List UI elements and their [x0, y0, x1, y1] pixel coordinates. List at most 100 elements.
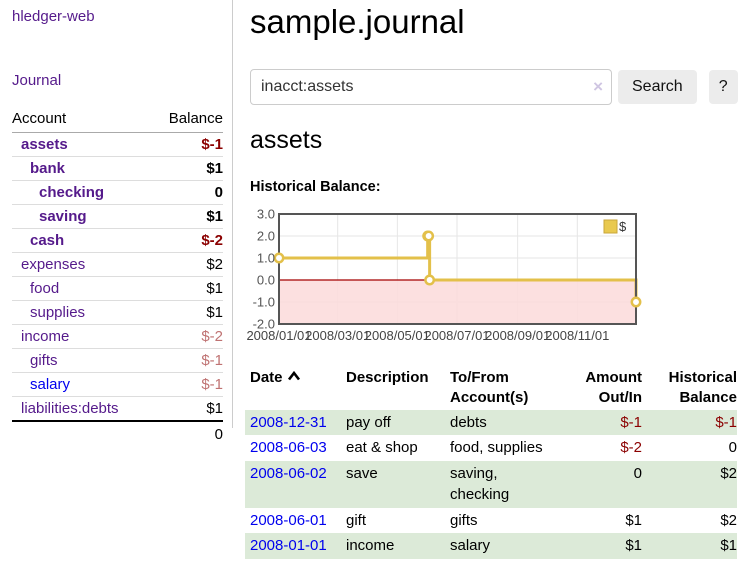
register-row: 2008-12-31 pay off debts $-1 $-1: [245, 409, 737, 436]
register-header-date[interactable]: Date: [245, 366, 346, 410]
svg-text:$: $: [619, 219, 627, 234]
account-row: income $-2: [12, 324, 223, 349]
transaction-amount: 0: [633, 464, 642, 482]
search-form: × Search ?: [250, 68, 742, 105]
transaction-balance: 0: [728, 439, 737, 457]
accounts-total-balance: 0: [151, 420, 223, 446]
search-button[interactable]: Search: [618, 69, 697, 104]
accounts-header-account: Account: [12, 106, 152, 133]
sort-ascending-icon: [287, 370, 300, 381]
transaction-accounts: saving, checking: [450, 464, 510, 504]
account-link[interactable]: income: [21, 328, 70, 345]
search-input[interactable]: [250, 68, 612, 105]
account-link[interactable]: salary: [30, 376, 71, 393]
account-row: expenses $2: [12, 252, 223, 277]
account-row: saving $1: [12, 204, 223, 229]
main-content: sample.journal × Search ? assets Histori…: [245, 0, 742, 559]
account-balance: $1: [151, 276, 223, 301]
account-link[interactable]: supplies: [30, 304, 86, 321]
svg-text:2008/07/01: 2008/07/01: [424, 328, 489, 343]
transaction-date-link[interactable]: 2008-06-01: [250, 511, 327, 529]
accounts-total-row: 0: [12, 420, 223, 446]
account-link[interactable]: gifts: [30, 352, 58, 369]
register-header-description: Description: [346, 368, 429, 386]
account-balance: $-2: [151, 228, 223, 253]
account-row: gifts $-1: [12, 348, 223, 373]
account-row: food $1: [12, 276, 223, 301]
account-link[interactable]: cash: [30, 232, 65, 249]
account-row: checking 0: [12, 180, 223, 205]
register-header-balance: Historical Balance: [668, 368, 737, 406]
register-row: 2008-06-03 eat & shop food, supplies $-2 0: [245, 435, 737, 461]
register-table: Date Description To/From Account(s) Amou…: [245, 366, 737, 559]
account-balance: $-1: [151, 372, 223, 397]
transaction-date-link[interactable]: 2008-06-03: [250, 439, 327, 457]
transaction-accounts: salary: [450, 537, 491, 555]
account-link[interactable]: assets: [21, 136, 68, 153]
transaction-date-link[interactable]: 2008-06-02: [250, 464, 327, 482]
account-row: cash $-2: [12, 228, 223, 253]
svg-text:-2.0: -2.0: [253, 316, 275, 331]
svg-text:1.0: 1.0: [257, 250, 275, 265]
svg-text:2008/11/01: 2008/11/01: [545, 328, 609, 343]
svg-text:3.0: 3.0: [257, 208, 275, 222]
account-balance: $-2: [151, 324, 223, 349]
account-link[interactable]: expenses: [21, 256, 86, 273]
transaction-date-link[interactable]: 2008-12-31: [250, 413, 327, 431]
account-balance: $1: [151, 396, 223, 422]
transaction-accounts: debts: [450, 413, 487, 431]
register-row: 2008-06-02 save saving, checking 0 $2: [245, 460, 737, 508]
historical-balance-chart: $3.0 2.0 1.0 0.0 -1.0 -2.0 2008/01/01 2008/03/0…: [241, 206, 653, 348]
app-brand-link[interactable]: hledger-web: [12, 8, 95, 25]
account-link[interactable]: saving: [39, 208, 87, 225]
accounts-table-header: Account Balance: [12, 106, 223, 133]
account-link[interactable]: bank: [30, 160, 66, 177]
account-page-title: assets: [250, 125, 323, 154]
accounts-header-balance: Balance: [151, 106, 223, 133]
account-link[interactable]: checking: [39, 184, 105, 201]
search-input-wrap: ×: [250, 68, 612, 105]
svg-text:2008/05/01: 2008/05/01: [365, 328, 430, 343]
sidebar-item-journal[interactable]: Journal: [12, 72, 62, 89]
transaction-description: eat & shop: [346, 439, 418, 457]
account-balance: $1: [151, 204, 223, 229]
transaction-accounts: food, supplies: [450, 439, 543, 457]
transaction-amount: $1: [625, 511, 642, 529]
register-header-amount: Amount Out/In: [585, 368, 642, 406]
svg-text:2008/09/01: 2008/09/01: [485, 328, 550, 343]
transaction-balance: $1: [720, 537, 737, 555]
transaction-description: save: [346, 464, 378, 482]
account-balance: $1: [151, 300, 223, 325]
transaction-accounts: gifts: [450, 511, 478, 529]
account-link[interactable]: food: [30, 280, 60, 297]
account-balance: $-1: [151, 348, 223, 373]
svg-text:2008/03/01: 2008/03/01: [305, 328, 370, 343]
transaction-balance: $2: [720, 511, 737, 529]
clear-search-icon[interactable]: ×: [593, 76, 603, 96]
transaction-amount: $1: [625, 537, 642, 555]
account-row: salary $-1: [12, 372, 223, 397]
transaction-date-link[interactable]: 2008-01-01: [250, 537, 327, 555]
register-row: 2008-06-01 gift gifts $1 $2: [245, 508, 737, 534]
account-row: supplies $1: [12, 300, 223, 325]
transaction-description: income: [346, 537, 395, 555]
register-header-row: Date Description To/From Account(s) Amou…: [245, 366, 737, 410]
accounts-table: Account Balance assets $-1 bank $1 checking 0…: [12, 106, 223, 446]
sidebar: hledger-web Journal Account Balance asse…: [0, 0, 233, 446]
transaction-balance: $-1: [715, 413, 737, 431]
account-link[interactable]: liabilities:debts: [21, 400, 119, 417]
account-row: bank $1: [12, 156, 223, 181]
svg-text:-1.0: -1.0: [253, 294, 275, 309]
transaction-description: pay off: [346, 413, 391, 431]
help-button[interactable]: ?: [708, 69, 738, 104]
account-balance: $1: [151, 156, 223, 181]
transaction-amount: $-1: [620, 413, 642, 431]
svg-text:0.0: 0.0: [257, 272, 275, 287]
account-balance: 0: [151, 180, 223, 205]
register-row: 2008-01-01 income salary $1 $1: [245, 533, 737, 559]
svg-text:2008/01/01: 2008/01/01: [246, 328, 311, 343]
account-balance: $2: [151, 252, 223, 277]
register-header-accounts: To/From Account(s): [450, 368, 529, 406]
transaction-balance: $2: [720, 464, 737, 482]
transaction-amount: $-2: [620, 439, 642, 457]
